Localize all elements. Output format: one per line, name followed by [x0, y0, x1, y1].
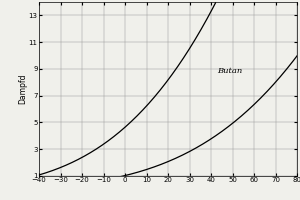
Text: Butan: Butan [218, 67, 243, 75]
Y-axis label: Dampfd: Dampfd [18, 74, 27, 104]
